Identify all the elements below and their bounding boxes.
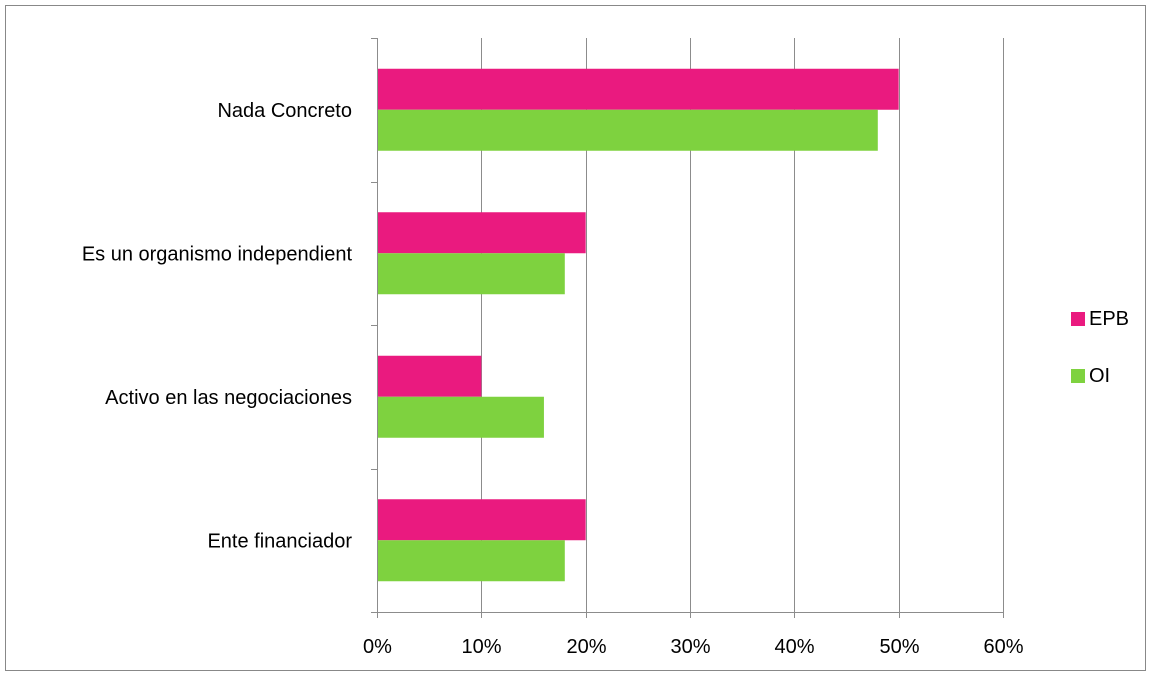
category-label: Ente financiador — [207, 530, 352, 552]
bar-oi-activo-en-las-negociaciones — [377, 396, 544, 438]
bar-oi-ente-financiador — [377, 540, 565, 582]
category-label: Nada Concreto — [217, 100, 352, 122]
category-label: Activo en las negociaciones — [105, 387, 352, 409]
legend: EPB OI — [1071, 308, 1129, 387]
bar-oi-nada-concreto — [377, 109, 878, 151]
x-tick-labels: 0% 10% 20% 30% 40% 50% 60% — [363, 636, 1024, 658]
bar-epb-ente-financiador — [377, 499, 586, 541]
bar-oi-es-un-organismo-independient — [377, 253, 565, 295]
x-tick-label: 0% — [363, 636, 392, 658]
legend-swatch-epb — [1071, 312, 1085, 326]
legend-swatch-oi — [1071, 369, 1085, 383]
x-tick-label: 20% — [566, 636, 606, 658]
x-tick-label: 60% — [983, 636, 1023, 658]
bar-epb-es-un-organismo-independient — [377, 212, 586, 254]
x-tick-label: 40% — [774, 636, 814, 658]
legend-label-epb: EPB — [1089, 308, 1129, 330]
x-tick-label: 50% — [879, 636, 919, 658]
x-tick-label: 30% — [670, 636, 710, 658]
category-label: Es un organismo independient — [82, 243, 353, 265]
category-labels: Nada Concreto Es un organismo independien… — [82, 100, 353, 553]
legend-label-oi: OI — [1089, 365, 1110, 387]
axes — [371, 38, 1004, 618]
bar-epb-activo-en-las-negociaciones — [377, 355, 482, 397]
bars — [377, 68, 899, 582]
x-tick-label: 10% — [461, 636, 501, 658]
bar-epb-nada-concreto — [377, 68, 899, 110]
